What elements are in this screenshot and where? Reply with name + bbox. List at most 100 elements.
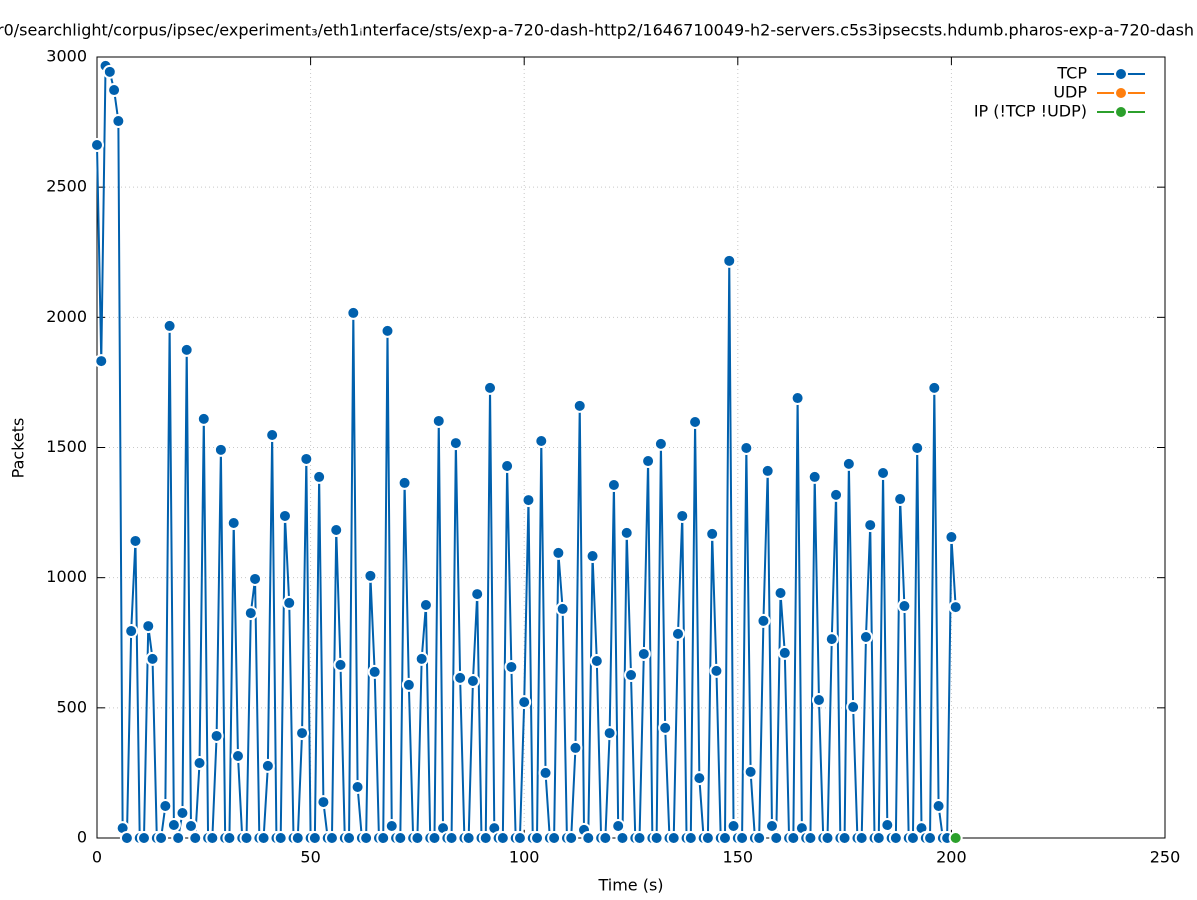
data-point bbox=[931, 798, 946, 813]
data-point bbox=[94, 354, 109, 369]
data-point bbox=[453, 670, 468, 685]
data-point bbox=[551, 545, 566, 560]
data-point bbox=[483, 380, 498, 395]
data-point bbox=[316, 795, 331, 810]
data-point bbox=[367, 664, 382, 679]
x-tick-label: 250 bbox=[1150, 848, 1181, 867]
data-point bbox=[295, 726, 310, 741]
data-point bbox=[764, 819, 779, 834]
data-point bbox=[876, 466, 891, 481]
data-point bbox=[658, 720, 673, 735]
data-point bbox=[166, 817, 181, 832]
data-point bbox=[547, 831, 562, 845]
x-tick-label: 200 bbox=[936, 848, 967, 867]
data-point bbox=[124, 624, 139, 639]
data-point bbox=[448, 436, 463, 451]
data-point bbox=[735, 831, 750, 845]
data-point bbox=[722, 253, 737, 268]
y-tick-label: 2500 bbox=[46, 177, 87, 196]
data-point bbox=[111, 114, 126, 129]
data-point bbox=[752, 831, 767, 845]
chart-title: r0/searchlight/corpus/ipsec/experiment₃/… bbox=[0, 21, 1194, 40]
data-point bbox=[277, 508, 292, 523]
data-point bbox=[444, 831, 459, 845]
data-point bbox=[923, 831, 938, 845]
data-point bbox=[517, 695, 532, 710]
data-point bbox=[880, 817, 895, 832]
data-point bbox=[888, 831, 903, 845]
data-point bbox=[401, 677, 416, 692]
x-tick-label: 100 bbox=[509, 848, 540, 867]
data-point bbox=[572, 398, 587, 413]
data-point bbox=[803, 831, 818, 845]
data-point bbox=[871, 831, 886, 845]
data-point bbox=[500, 458, 515, 473]
data-point bbox=[807, 469, 822, 484]
data-point bbox=[145, 651, 160, 666]
data-point bbox=[205, 831, 220, 845]
data-point bbox=[307, 831, 322, 845]
data-point bbox=[90, 137, 104, 152]
data-point bbox=[649, 831, 664, 845]
data-point bbox=[158, 798, 173, 813]
legend-marker bbox=[1114, 67, 1128, 81]
data-point bbox=[504, 659, 519, 674]
y-tick-label: 500 bbox=[56, 697, 87, 716]
x-tick-label: 0 bbox=[92, 848, 102, 867]
data-point bbox=[260, 758, 275, 773]
data-point bbox=[299, 451, 314, 466]
data-point bbox=[175, 806, 190, 821]
data-point bbox=[897, 599, 912, 614]
data-point bbox=[312, 469, 327, 484]
data-point bbox=[581, 831, 596, 845]
data-point bbox=[359, 831, 374, 845]
data-point bbox=[555, 601, 570, 616]
data-point bbox=[602, 726, 617, 741]
data-point bbox=[243, 606, 258, 621]
data-point bbox=[465, 674, 480, 689]
data-point bbox=[717, 831, 732, 845]
data-point bbox=[119, 831, 134, 845]
x-axis-label: Time (s) bbox=[597, 876, 663, 895]
data-point bbox=[410, 831, 425, 845]
data-point bbox=[380, 323, 395, 338]
data-point bbox=[162, 318, 177, 333]
legend-label: TCP bbox=[1056, 64, 1087, 83]
data-point bbox=[624, 668, 638, 683]
data-point bbox=[192, 756, 207, 771]
legend-marker bbox=[1114, 105, 1128, 119]
data-point bbox=[739, 441, 754, 456]
data-point bbox=[136, 831, 151, 845]
data-point bbox=[376, 831, 391, 845]
data-point bbox=[846, 700, 861, 715]
data-point bbox=[666, 831, 681, 845]
data-point bbox=[414, 651, 429, 666]
y-tick-label: 1000 bbox=[46, 567, 87, 586]
data-point bbox=[209, 728, 224, 743]
data-point bbox=[858, 630, 873, 645]
data-point bbox=[427, 831, 442, 845]
data-point bbox=[675, 508, 690, 523]
legend-marker bbox=[1114, 86, 1128, 100]
data-point bbox=[944, 530, 959, 545]
data-point bbox=[756, 613, 771, 628]
data-point bbox=[688, 414, 703, 429]
data-point bbox=[154, 831, 169, 845]
y-tick-label: 2000 bbox=[46, 307, 87, 326]
data-point bbox=[470, 587, 485, 602]
data-point bbox=[290, 831, 305, 845]
data-point bbox=[683, 831, 698, 845]
data-point bbox=[363, 568, 378, 583]
data-point bbox=[384, 819, 399, 834]
data-point bbox=[670, 626, 685, 641]
data-point bbox=[346, 305, 361, 320]
data-point bbox=[777, 645, 792, 660]
data-point bbox=[811, 693, 826, 708]
data-point bbox=[927, 380, 942, 395]
data-point bbox=[102, 64, 117, 79]
data-point bbox=[333, 657, 348, 672]
data-point bbox=[248, 571, 263, 586]
data-point bbox=[256, 831, 271, 845]
data-point bbox=[841, 456, 856, 471]
